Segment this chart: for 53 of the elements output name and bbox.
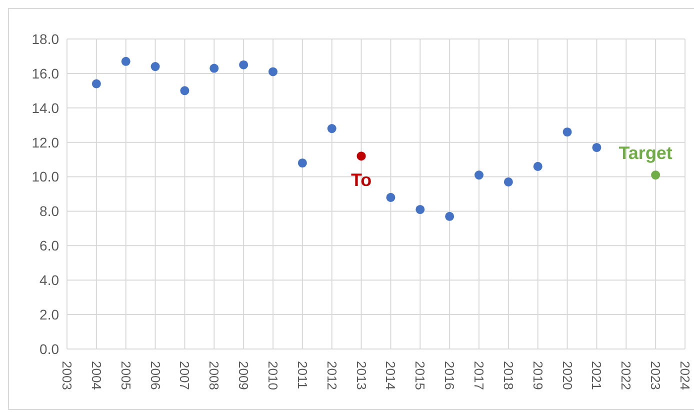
point bbox=[356, 152, 366, 161]
x-tick-label: 2007 bbox=[177, 361, 192, 390]
y-tick-label: 10.0 bbox=[32, 168, 60, 185]
y-tick-label: 12.0 bbox=[32, 134, 60, 150]
point bbox=[651, 170, 660, 180]
point bbox=[474, 170, 484, 180]
y-tick-label: 2.0 bbox=[40, 306, 60, 323]
x-tick-label: 2018 bbox=[500, 361, 516, 390]
annotation: To bbox=[350, 170, 372, 190]
x-tick-label: 2017 bbox=[472, 361, 486, 390]
point bbox=[121, 56, 130, 66]
x-tick-label: 2024 bbox=[678, 361, 692, 390]
point bbox=[150, 62, 160, 72]
annotation: Target bbox=[618, 143, 672, 164]
point bbox=[298, 158, 307, 168]
x-tick-label: 2005 bbox=[118, 361, 134, 390]
point bbox=[239, 60, 248, 70]
y-tick-label: 8.0 bbox=[40, 203, 60, 220]
x-tick-label: 2019 bbox=[530, 361, 546, 390]
y-tick-label: 6.0 bbox=[40, 238, 60, 254]
point bbox=[592, 142, 602, 152]
point bbox=[416, 204, 425, 214]
point bbox=[268, 67, 278, 76]
x-tick-label: 2010 bbox=[266, 361, 280, 390]
point bbox=[92, 79, 101, 88]
x-tick-label: 2011 bbox=[294, 361, 310, 389]
point bbox=[445, 212, 454, 221]
x-tick-label: 2012 bbox=[324, 361, 340, 390]
x-tick-label: 2022 bbox=[618, 361, 634, 390]
point bbox=[533, 162, 542, 171]
x-tick-label: 2023 bbox=[648, 361, 664, 390]
y-tick-label: 16.0 bbox=[32, 65, 60, 82]
x-tick-label: 2014 bbox=[383, 361, 398, 390]
x-tick-label: 2003 bbox=[60, 361, 74, 390]
y-tick-label: 18.0 bbox=[32, 30, 60, 47]
y-tick-label: 14.0 bbox=[32, 100, 60, 116]
x-tick-label: 2021 bbox=[589, 361, 604, 390]
x-tick-label: 2013 bbox=[354, 361, 369, 390]
x-tick-label: 2016 bbox=[442, 361, 458, 390]
point bbox=[504, 177, 513, 186]
x-tick-label: 2009 bbox=[236, 361, 252, 390]
x-tick-label: 2006 bbox=[148, 361, 163, 390]
y-tick-label: 4.0 bbox=[40, 272, 60, 288]
point bbox=[386, 192, 396, 202]
y-tick-label: 0.0 bbox=[40, 340, 60, 357]
x-tick-label: 2015 bbox=[412, 361, 428, 390]
x-tick-label: 2020 bbox=[560, 361, 575, 390]
x-tick-label: 2004 bbox=[88, 361, 104, 390]
x-tick-label: 2008 bbox=[206, 361, 222, 390]
point bbox=[180, 86, 190, 96]
point bbox=[562, 127, 572, 137]
point bbox=[327, 124, 336, 134]
point bbox=[210, 64, 219, 73]
